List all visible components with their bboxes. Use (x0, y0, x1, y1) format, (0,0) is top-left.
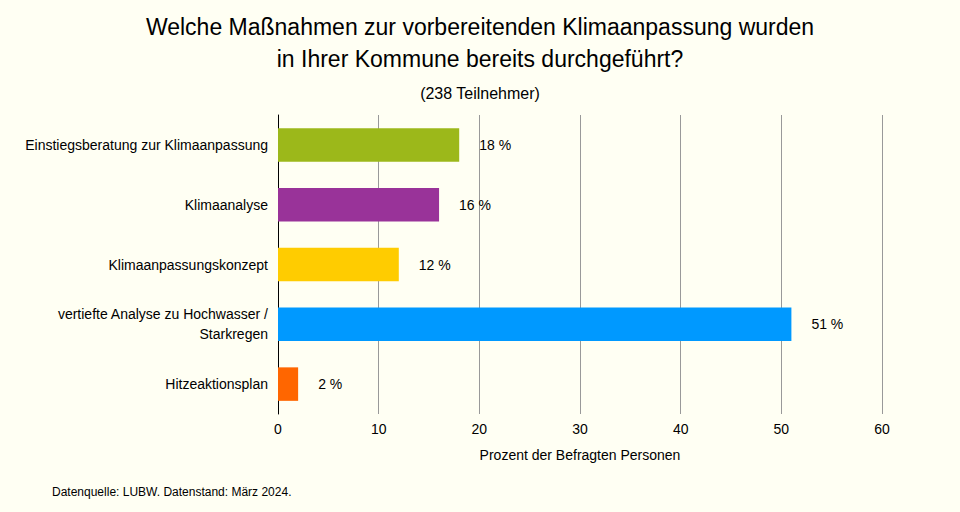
svg-text:30: 30 (572, 421, 588, 437)
svg-text:50: 50 (774, 421, 790, 437)
svg-text:40: 40 (673, 421, 689, 437)
svg-text:0: 0 (274, 421, 282, 437)
svg-text:10: 10 (371, 421, 387, 437)
svg-text:51 %: 51 % (811, 316, 843, 332)
svg-text:Klimaanpassungskonzept: Klimaanpassungskonzept (108, 257, 268, 273)
svg-text:Einstiegsberatung zur Klimaanp: Einstiegsberatung zur Klimaanpassung (25, 137, 268, 153)
svg-text:Starkregen: Starkregen (200, 326, 268, 342)
svg-text:Datenquelle: LUBW. Datenstand:: Datenquelle: LUBW. Datenstand: März 2024… (52, 485, 291, 499)
svg-text:Prozent der Befragten Personen: Prozent der Befragten Personen (480, 447, 681, 463)
svg-text:16 %: 16 % (459, 197, 491, 213)
svg-text:in Ihrer Kommune bereits durch: in Ihrer Kommune bereits durchgeführt? (277, 46, 684, 72)
svg-text:(238 Teilnehmer): (238 Teilnehmer) (420, 85, 540, 102)
svg-text:18 %: 18 % (479, 137, 511, 153)
svg-text:Hitzeaktionsplan: Hitzeaktionsplan (165, 376, 268, 392)
svg-text:60: 60 (874, 421, 890, 437)
svg-text:20: 20 (472, 421, 488, 437)
svg-text:vertiefte Analyse zu Hochwasse: vertiefte Analyse zu Hochwasser / (58, 306, 268, 322)
svg-text:2 %: 2 % (318, 376, 342, 392)
svg-text:Welche Maßnahmen zur vorbereit: Welche Maßnahmen zur vorbereitenden Klim… (146, 14, 814, 40)
svg-text:Klimaanalyse: Klimaanalyse (185, 197, 268, 213)
svg-text:12 %: 12 % (419, 257, 451, 273)
